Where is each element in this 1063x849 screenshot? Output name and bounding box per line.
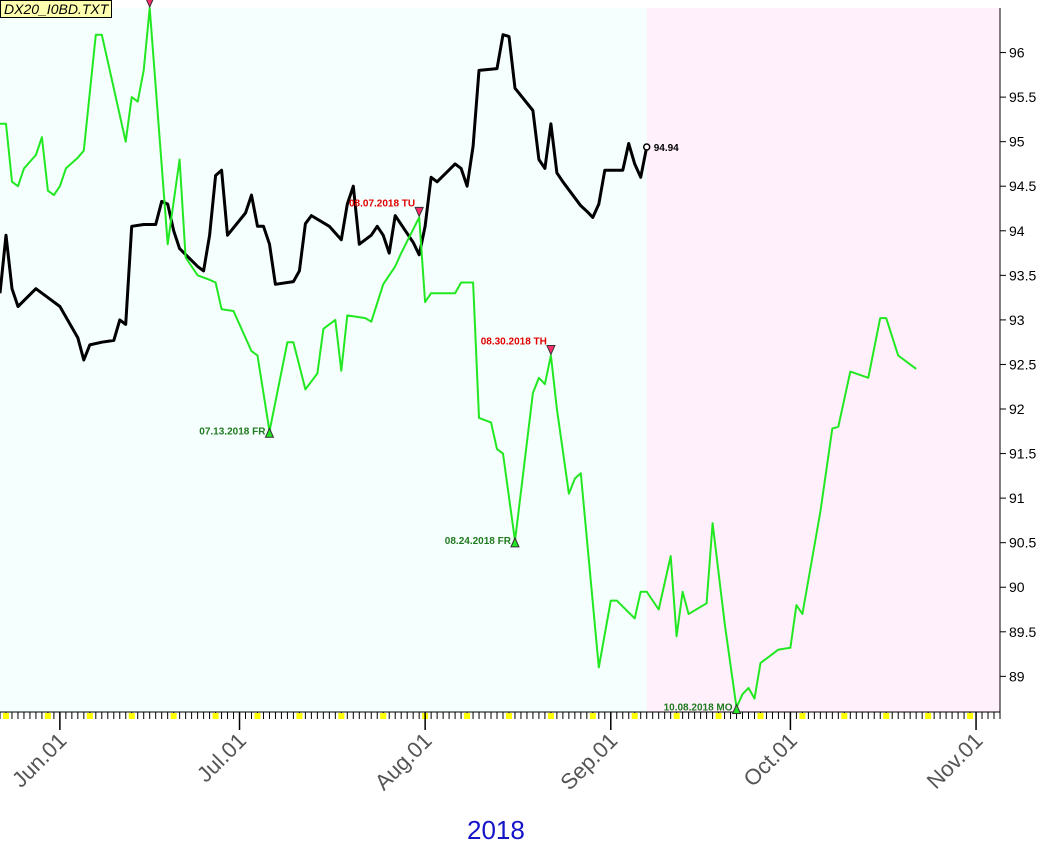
series-lines bbox=[0, 7, 917, 709]
low-marker bbox=[510, 536, 520, 548]
week-marker bbox=[86, 713, 93, 719]
x-tick-label: Sep.01 bbox=[555, 728, 622, 795]
week-marker bbox=[631, 713, 638, 719]
price-line bbox=[0, 33, 649, 362]
past-background bbox=[0, 8, 647, 712]
week-marker bbox=[715, 713, 722, 719]
y-tick-label: 96 bbox=[1009, 45, 1025, 61]
high-label: 08.30.2018 TH bbox=[481, 337, 547, 348]
x-tick-label: Oct.01 bbox=[738, 728, 802, 792]
y-tick-label: 89.5 bbox=[1009, 624, 1036, 640]
last-value-dot bbox=[642, 143, 651, 151]
y-tick-label: 90.5 bbox=[1009, 535, 1036, 551]
week-marker bbox=[464, 713, 471, 719]
y-tick-label: 90 bbox=[1009, 579, 1025, 595]
high-marker bbox=[546, 345, 556, 356]
y-tick-label: 91.5 bbox=[1009, 446, 1036, 462]
week-marker bbox=[589, 713, 596, 719]
low-marker bbox=[731, 703, 742, 715]
low-label: 07.13.2018 FR bbox=[199, 426, 266, 437]
x-tick-label: Aug.01 bbox=[370, 728, 437, 795]
symbol-tag: DX20_I0BD.TXT bbox=[0, 0, 113, 18]
high-marker bbox=[146, 0, 154, 9]
week-marker bbox=[967, 713, 974, 719]
x-tick-label: Jul.01 bbox=[192, 728, 251, 787]
y-axis: 89 89.5 90 90.5 91 91.5 92 92.5 93 93.5 94 94.5 95 95… bbox=[1000, 45, 1036, 684]
week-marker bbox=[128, 713, 135, 719]
week-marker bbox=[2, 713, 9, 719]
week-marker bbox=[170, 713, 177, 719]
low-label: 10.08.2018 MO bbox=[664, 703, 733, 714]
y-tick-label: 95.5 bbox=[1009, 89, 1036, 105]
high-marker bbox=[414, 206, 424, 218]
week-marker bbox=[841, 713, 848, 719]
x-axis-year-caption: 2018 bbox=[467, 815, 525, 845]
x-tick-label: Jun.01 bbox=[7, 728, 71, 792]
week-marker bbox=[296, 713, 303, 719]
week-marker bbox=[673, 713, 680, 719]
forecast-line bbox=[0, 7, 917, 709]
week-marker bbox=[883, 713, 890, 719]
y-tick-label: 94.5 bbox=[1009, 178, 1036, 194]
x-tick-label: Nov.01 bbox=[922, 728, 988, 794]
y-tick-label: 91 bbox=[1009, 490, 1025, 506]
high-label: 08.07.2018 TU bbox=[349, 198, 415, 209]
y-tick-label: 92.5 bbox=[1009, 356, 1036, 372]
week-marker bbox=[212, 713, 219, 719]
week-marker bbox=[338, 713, 345, 719]
week-marker bbox=[925, 713, 932, 719]
week-marker bbox=[799, 713, 806, 719]
week-marker bbox=[547, 713, 554, 719]
y-tick-label: 92 bbox=[1009, 401, 1025, 417]
y-tick-label: 94 bbox=[1009, 223, 1025, 239]
future-background bbox=[646, 8, 1000, 712]
week-marker bbox=[380, 713, 387, 719]
low-marker bbox=[264, 427, 275, 438]
week-marker bbox=[254, 713, 261, 719]
last-value-label: 94.94 bbox=[654, 143, 679, 154]
last-value-marker: 94.94 bbox=[642, 143, 679, 154]
x-axis-ticks bbox=[0, 712, 1001, 719]
week-marker bbox=[757, 713, 764, 719]
y-tick-label: 93 bbox=[1009, 312, 1025, 328]
y-tick-label: 95 bbox=[1009, 134, 1025, 150]
y-tick-label: 93.5 bbox=[1009, 267, 1036, 283]
low-label: 08.24.2018 FR bbox=[445, 536, 512, 547]
week-marker bbox=[44, 713, 51, 719]
x-axis: Jun.01 Jul.01 Aug.01 Sep.01 Oct.01 Nov.01 bbox=[7, 712, 988, 795]
y-tick-label: 89 bbox=[1009, 668, 1025, 684]
week-marker bbox=[505, 713, 512, 719]
